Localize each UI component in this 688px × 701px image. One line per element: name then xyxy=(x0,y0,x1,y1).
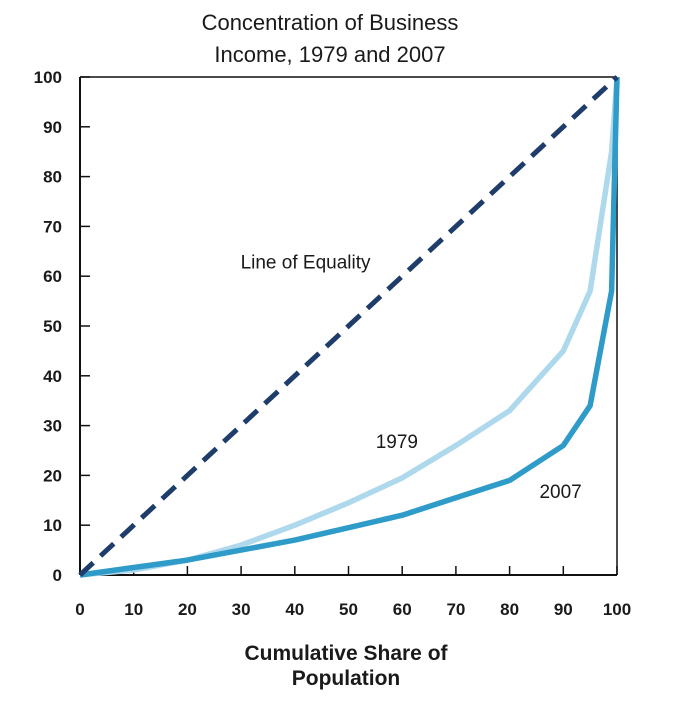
y-tick-label: 30 xyxy=(43,417,62,436)
annotation-2007: 2007 xyxy=(539,482,581,503)
series-2007-line xyxy=(79,76,620,578)
y-tick-label: 80 xyxy=(43,168,62,187)
x-axis-label-line1: Cumulative Share of xyxy=(244,642,448,665)
y-tick-label: 90 xyxy=(43,118,62,137)
x-tick-label: 0 xyxy=(75,600,84,619)
x-tick-label: 10 xyxy=(124,600,143,619)
chart-title-line1: Concentration of Business xyxy=(202,10,459,35)
x-axis-label-line2: Population xyxy=(292,667,401,690)
x-tick-label: 20 xyxy=(178,600,197,619)
x-tick-label: 30 xyxy=(232,600,251,619)
y-tick-label: 10 xyxy=(43,516,62,535)
x-tick-label: 70 xyxy=(446,600,465,619)
x-tick-label: 90 xyxy=(554,600,573,619)
x-tick-label: 50 xyxy=(339,600,358,619)
annotation-1979: 1979 xyxy=(376,432,418,453)
y-tick-label: 20 xyxy=(43,466,62,485)
plot-area: 0 10 20 30 40 50 60 70 80 90 100 0 10 20 30 40 50 60 70 80 9… xyxy=(34,68,632,619)
x-tick-label: 100 xyxy=(603,600,631,619)
series-line-of-equality-line xyxy=(78,75,619,577)
x-tick-label: 60 xyxy=(393,600,412,619)
x-tick-label: 80 xyxy=(500,600,519,619)
y-tick-label: 60 xyxy=(43,267,62,286)
y-tick-label: 50 xyxy=(43,317,62,336)
y-tick-label: 100 xyxy=(34,68,62,87)
annotation-line-of-equality: Line of Equality xyxy=(241,253,371,274)
y-tick-label: 70 xyxy=(43,217,62,236)
chart-title-line2: Income, 1979 and 2007 xyxy=(214,42,445,67)
y-tick-label: 40 xyxy=(43,367,62,386)
x-tick-label: 40 xyxy=(285,600,304,619)
y-tick-label: 0 xyxy=(53,566,62,585)
